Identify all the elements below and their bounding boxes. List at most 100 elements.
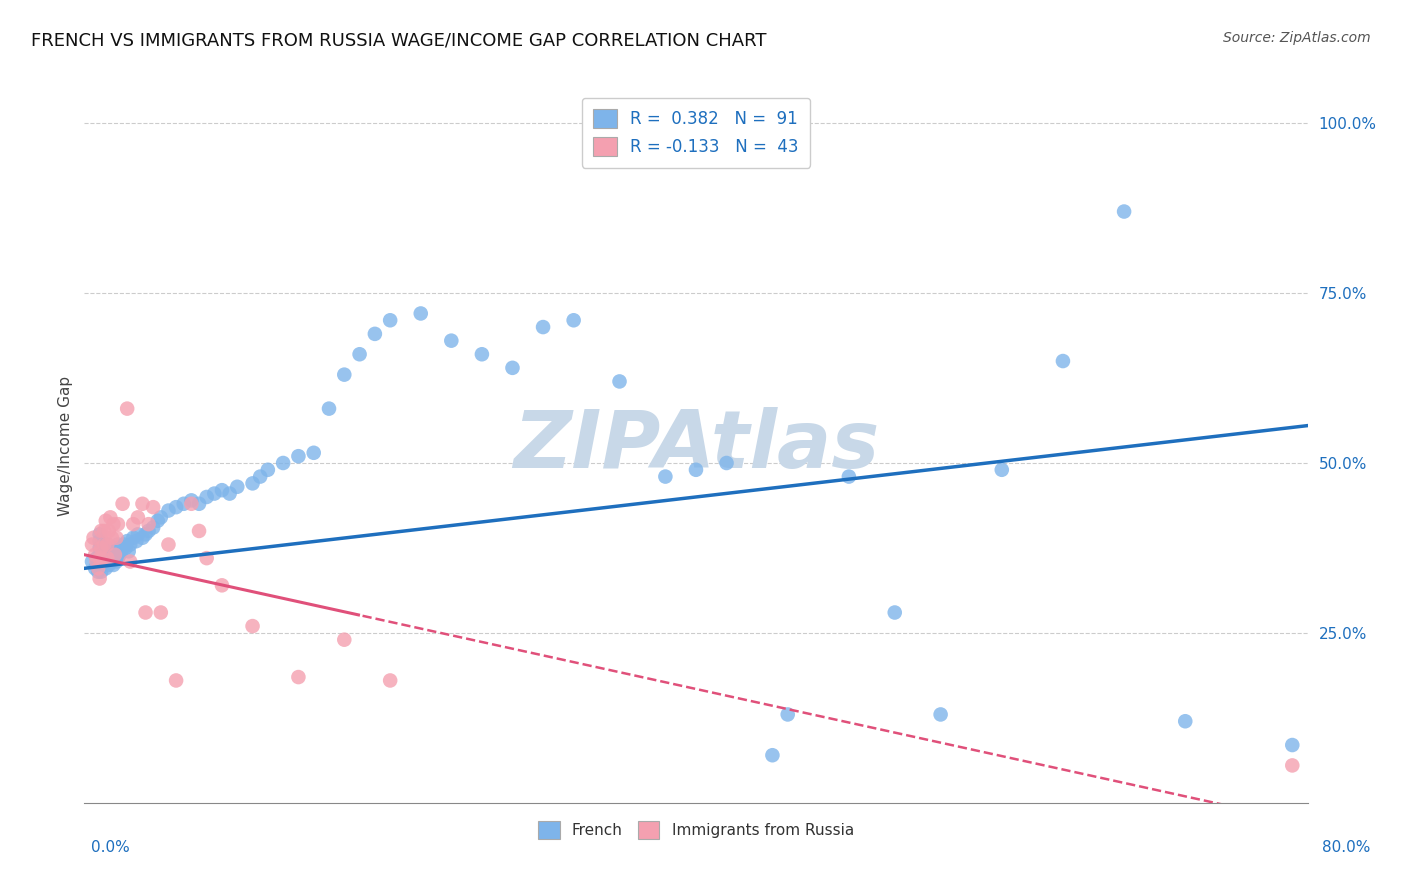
Point bbox=[96, 551, 118, 566]
Text: 80.0%: 80.0% bbox=[1323, 840, 1371, 855]
Point bbox=[195, 490, 218, 504]
Point bbox=[202, 486, 225, 500]
Point bbox=[149, 606, 172, 620]
Point bbox=[776, 707, 799, 722]
Point bbox=[142, 500, 165, 515]
Point bbox=[93, 524, 115, 538]
Point bbox=[138, 517, 160, 532]
Point bbox=[103, 548, 125, 562]
Legend: French, Immigrants from Russia: French, Immigrants from Russia bbox=[531, 815, 860, 845]
Point bbox=[97, 558, 120, 572]
Point bbox=[103, 517, 125, 532]
Point bbox=[333, 632, 356, 647]
Point bbox=[127, 527, 149, 541]
Point bbox=[440, 334, 463, 348]
Point bbox=[146, 514, 169, 528]
Point bbox=[883, 606, 905, 620]
Point bbox=[86, 551, 108, 566]
Point bbox=[97, 524, 120, 538]
Point bbox=[257, 463, 280, 477]
Point bbox=[105, 555, 128, 569]
Point bbox=[165, 500, 187, 515]
Text: ZIPAtlas: ZIPAtlas bbox=[513, 407, 879, 485]
Point bbox=[349, 347, 371, 361]
Point bbox=[122, 531, 145, 545]
Point bbox=[409, 306, 432, 320]
Point bbox=[188, 497, 211, 511]
Point bbox=[761, 748, 783, 763]
Point bbox=[101, 555, 124, 569]
Point bbox=[84, 548, 107, 562]
Point bbox=[142, 520, 165, 534]
Point bbox=[86, 555, 108, 569]
Point bbox=[138, 524, 160, 538]
Point bbox=[122, 517, 145, 532]
Point bbox=[131, 497, 153, 511]
Point bbox=[89, 527, 111, 541]
Point bbox=[96, 551, 118, 566]
Y-axis label: Wage/Income Gap: Wage/Income Gap bbox=[58, 376, 73, 516]
Point bbox=[929, 707, 952, 722]
Point bbox=[149, 510, 172, 524]
Text: Source: ZipAtlas.com: Source: ZipAtlas.com bbox=[1223, 31, 1371, 45]
Point bbox=[1281, 758, 1303, 772]
Point bbox=[271, 456, 294, 470]
Point bbox=[1052, 354, 1074, 368]
Point bbox=[93, 541, 115, 555]
Point bbox=[105, 531, 128, 545]
Point bbox=[1281, 738, 1303, 752]
Point bbox=[98, 551, 121, 566]
Point bbox=[380, 673, 402, 688]
Point bbox=[131, 531, 153, 545]
Point bbox=[101, 541, 124, 555]
Point bbox=[115, 534, 138, 549]
Point bbox=[188, 524, 211, 538]
Point bbox=[104, 551, 127, 566]
Point bbox=[120, 555, 142, 569]
Point bbox=[90, 551, 112, 566]
Point bbox=[91, 551, 114, 566]
Point bbox=[685, 463, 707, 477]
Point bbox=[654, 469, 676, 483]
Point bbox=[107, 551, 129, 566]
Point bbox=[80, 555, 103, 569]
Point bbox=[1114, 204, 1136, 219]
Point bbox=[180, 493, 202, 508]
Point bbox=[89, 558, 111, 572]
Point bbox=[90, 524, 112, 538]
Point bbox=[94, 548, 117, 562]
Text: FRENCH VS IMMIGRANTS FROM RUSSIA WAGE/INCOME GAP CORRELATION CHART: FRENCH VS IMMIGRANTS FROM RUSSIA WAGE/IN… bbox=[31, 31, 766, 49]
Point bbox=[180, 497, 202, 511]
Point bbox=[157, 537, 180, 551]
Point bbox=[94, 514, 117, 528]
Point bbox=[165, 673, 187, 688]
Point bbox=[87, 561, 110, 575]
Point bbox=[211, 483, 233, 498]
Point bbox=[80, 537, 103, 551]
Point bbox=[127, 510, 149, 524]
Point bbox=[89, 534, 111, 549]
Point bbox=[1174, 714, 1197, 729]
Point bbox=[302, 446, 325, 460]
Point bbox=[195, 551, 218, 566]
Point bbox=[90, 541, 112, 555]
Point bbox=[89, 548, 111, 562]
Point bbox=[96, 537, 118, 551]
Point bbox=[111, 497, 134, 511]
Point bbox=[157, 503, 180, 517]
Point bbox=[87, 565, 110, 579]
Point bbox=[364, 326, 387, 341]
Point bbox=[471, 347, 494, 361]
Point bbox=[114, 541, 136, 555]
Point bbox=[111, 541, 134, 555]
Point bbox=[502, 360, 524, 375]
Point bbox=[107, 517, 129, 532]
Point bbox=[135, 527, 157, 541]
Point bbox=[90, 565, 112, 579]
Point bbox=[84, 561, 107, 575]
Point bbox=[120, 537, 142, 551]
Point bbox=[91, 558, 114, 572]
Point bbox=[226, 480, 249, 494]
Point bbox=[96, 537, 118, 551]
Point bbox=[125, 534, 148, 549]
